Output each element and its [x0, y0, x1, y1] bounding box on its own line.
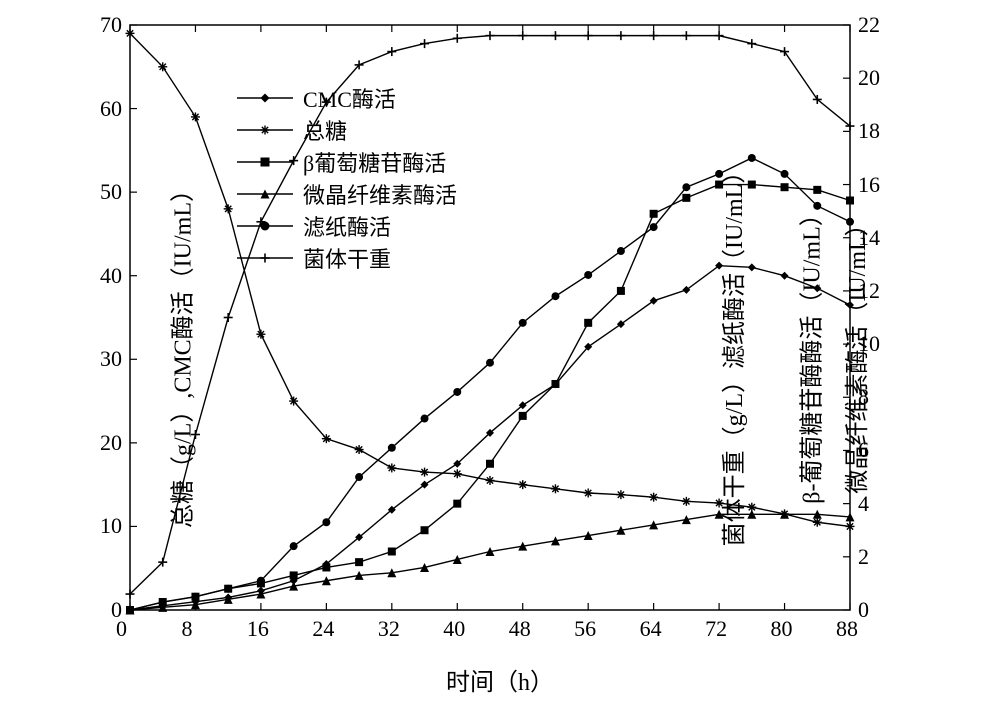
x-tick-label: 16 — [247, 616, 269, 642]
y-left-tick-label: 0 — [111, 597, 122, 623]
x-tick-label: 88 — [836, 616, 858, 642]
chart-container: 总糖（g/L）,CMC酶活（IU/mL） 菌体干重（g/L）滤纸酶活（IU/mL… — [0, 0, 1000, 705]
x-axis-label: 时间（h） — [446, 662, 554, 697]
y-right-tick-label: 14 — [858, 225, 880, 251]
y-right-tick-label: 6 — [858, 437, 869, 463]
legend: CMC酶活总糖β葡萄糖苷酶活微晶纤维素酶活滤纸酶活菌体干重 — [235, 82, 457, 274]
legend-item-cmc: CMC酶活 — [235, 82, 457, 114]
x-tick-label: 32 — [378, 616, 400, 642]
y-right-tick-label: 20 — [858, 65, 880, 91]
y-right-tick-label: 16 — [858, 172, 880, 198]
y-right-axis-label-1: 菌体干重（g/L）滤纸酶活（IU/mL） — [714, 159, 749, 546]
y-left-tick-label: 60 — [100, 96, 122, 122]
y-left-axis-label: 总糖（g/L）,CMC酶活（IU/mL） — [163, 177, 198, 527]
y-left-tick-label: 10 — [100, 513, 122, 539]
y-right-tick-label: 10 — [858, 331, 880, 357]
legend-label: β葡萄糖苷酶活 — [303, 146, 446, 178]
legend-item-beta: β葡萄糖苷酶活 — [235, 146, 457, 178]
legend-label: 总糖 — [303, 114, 347, 146]
y-right-tick-label: 12 — [858, 278, 880, 304]
legend-label: CMC酶活 — [303, 82, 396, 114]
x-tick-label: 64 — [640, 616, 662, 642]
y-right-tick-label: 22 — [858, 12, 880, 38]
x-tick-label: 40 — [443, 616, 465, 642]
y-right-tick-label: 8 — [858, 384, 869, 410]
legend-item-dry: 菌体干重 — [235, 242, 457, 274]
y-left-tick-label: 30 — [100, 346, 122, 372]
x-tick-label: 8 — [181, 616, 192, 642]
x-tick-label: 72 — [705, 616, 727, 642]
legend-item-filter: 滤纸酶活 — [235, 210, 457, 242]
x-tick-label: 48 — [509, 616, 531, 642]
y-left-tick-label: 20 — [100, 430, 122, 456]
x-tick-label: 80 — [771, 616, 793, 642]
y-left-tick-label: 50 — [100, 179, 122, 205]
y-left-tick-label: 70 — [100, 12, 122, 38]
legend-item-micro: 微晶纤维素酶活 — [235, 178, 457, 210]
x-tick-label: 24 — [312, 616, 334, 642]
y-right-tick-label: 0 — [858, 597, 869, 623]
y-right-axis-label-2: β-葡萄糖苷酶酶活（IU/mL） — [792, 202, 827, 504]
y-right-tick-label: 2 — [858, 544, 869, 570]
legend-label: 菌体干重 — [303, 242, 391, 274]
y-right-tick-label: 4 — [858, 491, 869, 517]
y-right-tick-label: 18 — [858, 118, 880, 144]
legend-label: 微晶纤维素酶活 — [303, 178, 457, 210]
legend-item-sugar: 总糖 — [235, 114, 457, 146]
legend-label: 滤纸酶活 — [303, 210, 391, 242]
y-left-tick-label: 40 — [100, 263, 122, 289]
x-tick-label: 56 — [574, 616, 596, 642]
